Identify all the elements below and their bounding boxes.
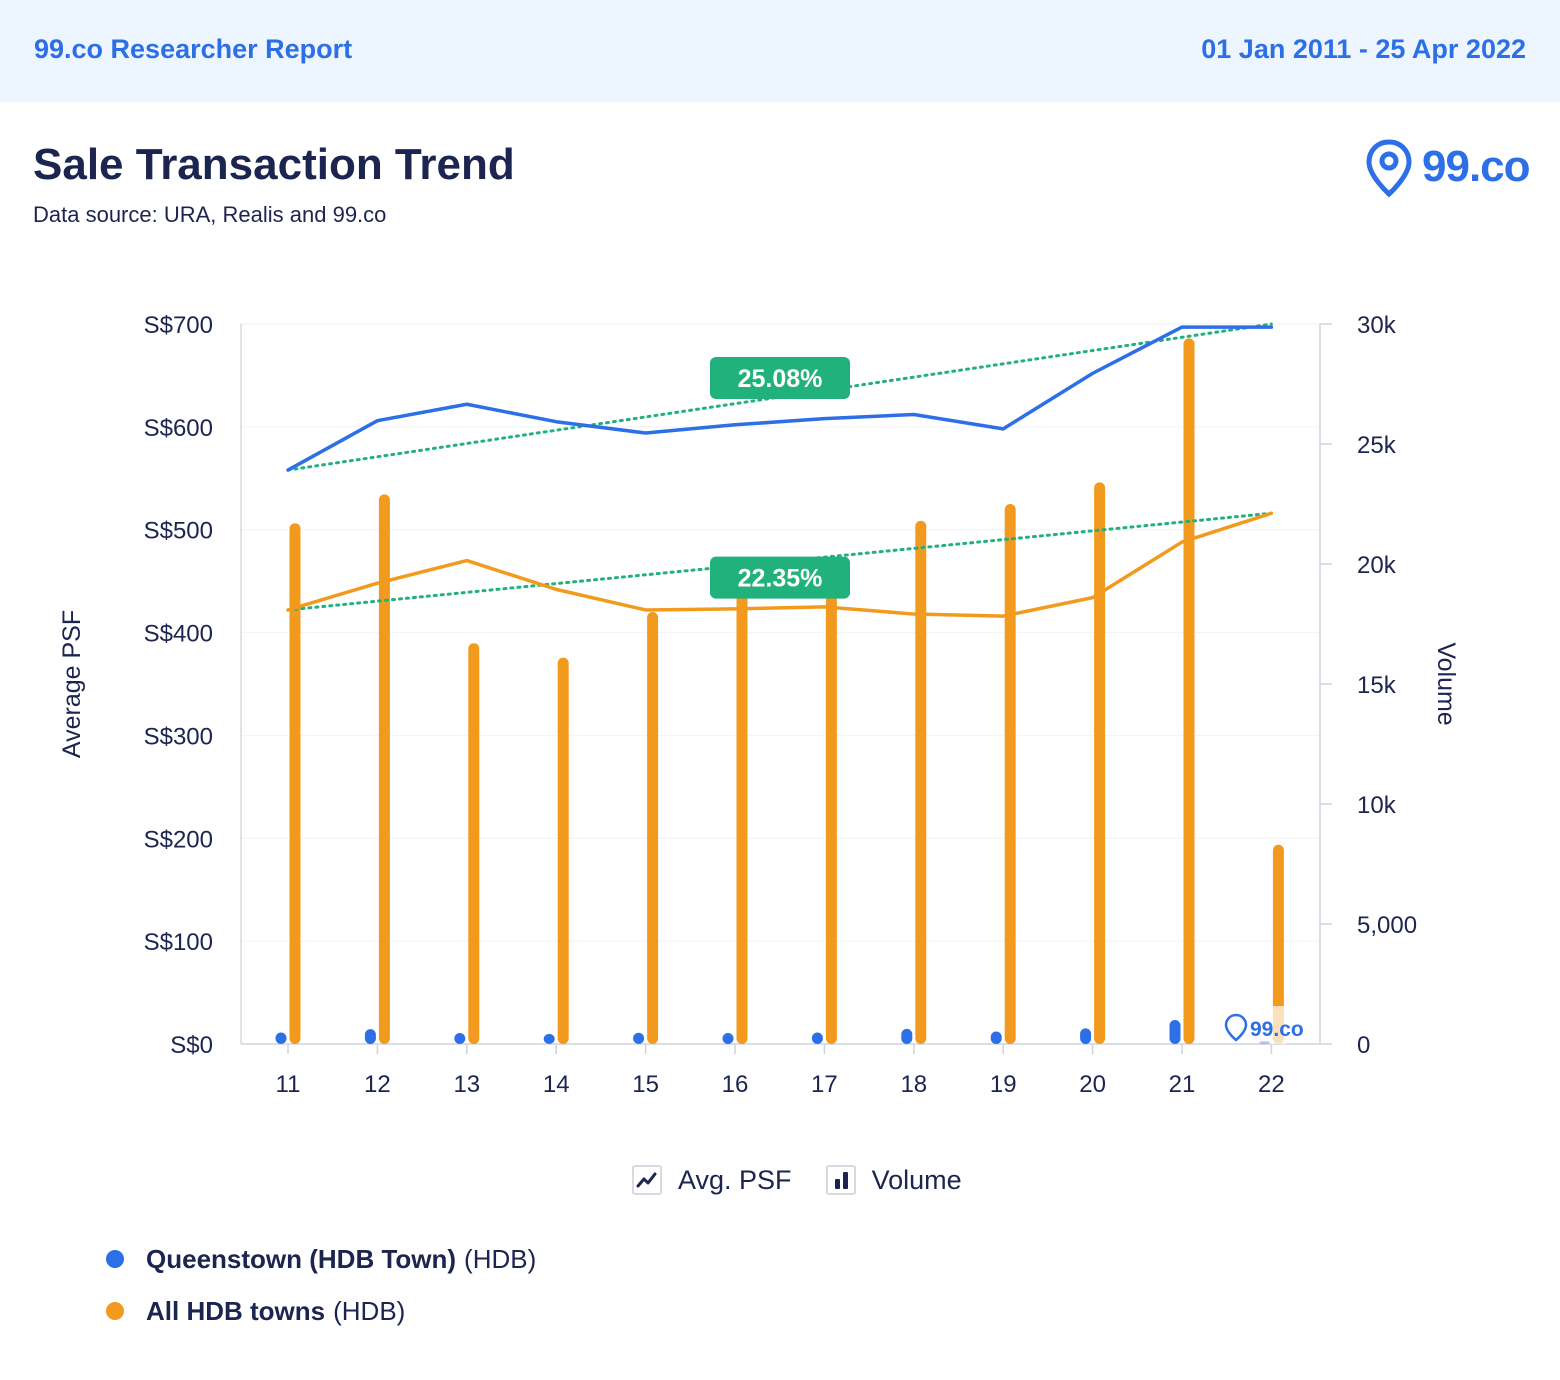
x-tick-label: 15 xyxy=(632,1071,659,1098)
right-tick-label: 10k xyxy=(1357,792,1397,819)
volume-bar xyxy=(901,1028,913,1044)
series-legend: Queenstown (HDB Town) (HDB) All HDB town… xyxy=(106,1240,536,1344)
watermark-text: 99.co xyxy=(1250,1018,1304,1041)
report-header: 99.co Researcher Report 01 Jan 2011 - 25… xyxy=(0,0,1560,102)
brand-logo: 99.co xyxy=(1364,138,1534,200)
right-tick-label: 5,000 xyxy=(1357,912,1417,939)
series-kind: (HDB) xyxy=(333,1295,406,1326)
series-legend-item-queenstown[interactable]: Queenstown (HDB Town) (HDB) xyxy=(106,1240,536,1278)
watermark-pin-icon xyxy=(1224,1013,1248,1042)
sale-trend-chart: S$0 S$100 S$200 S$300 S$400 S$500 S$600 S$700 0 5… xyxy=(58,312,1460,1098)
volume-bar xyxy=(722,1032,734,1044)
page-title: Sale Transaction Trend xyxy=(33,140,515,189)
report-brand: 99.co Researcher Report xyxy=(34,34,353,64)
volume-bar xyxy=(468,643,480,1044)
left-tick-label: S$500 xyxy=(144,518,213,545)
line-chart-icon xyxy=(632,1165,662,1195)
logo-text: 99.co xyxy=(1422,142,1531,191)
volume-bar xyxy=(1004,504,1016,1044)
series-kind: (HDB) xyxy=(464,1243,537,1274)
watermark-fade xyxy=(1270,1006,1286,1044)
x-tick-label: 19 xyxy=(990,1071,1017,1098)
x-tick-label: 21 xyxy=(1169,1071,1196,1098)
x-tick-label: 22 xyxy=(1258,1071,1285,1098)
right-tick-label: 25k xyxy=(1357,432,1397,459)
psf-line xyxy=(286,325,1274,472)
y-axis-title-left: Average PSF xyxy=(58,610,86,758)
trend-label-box xyxy=(710,556,850,599)
volume-bar xyxy=(364,1029,376,1044)
data-source-note: Data source: URA, Realis and 99.co xyxy=(33,202,387,227)
volume-bar xyxy=(915,520,927,1044)
volume-bar xyxy=(825,571,837,1044)
volume-bar xyxy=(1094,482,1106,1044)
legend-toggle-volume[interactable]: Volume xyxy=(825,1164,962,1196)
right-tick-label: 20k xyxy=(1357,552,1397,579)
x-tick-label: 12 xyxy=(364,1071,391,1098)
volume-bar xyxy=(736,578,748,1044)
volume-bar xyxy=(289,523,301,1044)
volume-bar xyxy=(647,612,659,1044)
y-axis-title-right: Volume xyxy=(1432,642,1460,725)
report-date-range: 01 Jan 2011 - 25 Apr 2022 xyxy=(1201,34,1526,64)
x-tick-label: 16 xyxy=(722,1071,749,1098)
volume-bar xyxy=(378,494,390,1044)
left-tick-label: S$600 xyxy=(144,415,213,442)
series-name: Queenstown (HDB Town) xyxy=(146,1243,457,1274)
series-color-dot xyxy=(106,1302,124,1320)
left-tick-label: S$300 xyxy=(144,723,213,750)
legend-label-avg-psf: Avg. PSF xyxy=(678,1164,792,1195)
volume-bar xyxy=(990,1031,1002,1044)
trend-label: 25.08% xyxy=(738,365,823,393)
left-tick-label: S$200 xyxy=(144,826,213,853)
legend-toggle-avg-psf[interactable]: Avg. PSF xyxy=(632,1165,792,1196)
x-tick-label: 14 xyxy=(543,1071,570,1098)
volume-bar xyxy=(1080,1028,1092,1044)
trend-label-box xyxy=(710,357,850,400)
x-tick-label: 17 xyxy=(811,1071,838,1098)
map-pin-icon xyxy=(1366,139,1412,198)
chart-type-legend: Avg. PSF Volume xyxy=(632,1160,996,1200)
x-tick-label: 18 xyxy=(900,1071,927,1098)
volume-bar xyxy=(454,1032,466,1044)
right-tick-label: 30k xyxy=(1357,312,1397,339)
legend-label-volume: Volume xyxy=(871,1164,962,1195)
left-tick-label: S$100 xyxy=(144,929,213,956)
volume-bar xyxy=(633,1032,645,1044)
right-tick-label: 15k xyxy=(1357,672,1397,699)
x-tick-label: 20 xyxy=(1079,1071,1106,1098)
volume-bar xyxy=(1183,338,1195,1044)
volume-bar xyxy=(543,1033,555,1044)
trend-label: 22.35% xyxy=(738,565,823,593)
volume-bar xyxy=(1258,1041,1270,1044)
series-color-dot xyxy=(106,1250,124,1268)
volume-bar xyxy=(1169,1020,1181,1044)
psf-line xyxy=(286,511,1274,618)
bar-chart-icon xyxy=(825,1165,856,1195)
right-tick-label: 0 xyxy=(1357,1032,1370,1059)
volume-bar xyxy=(811,1032,823,1044)
volume-bar xyxy=(275,1032,287,1044)
left-tick-label: S$700 xyxy=(144,312,213,339)
x-tick-label: 13 xyxy=(453,1071,480,1098)
left-tick-label: S$0 xyxy=(170,1032,213,1059)
series-name: All HDB towns xyxy=(146,1295,326,1326)
volume-bar xyxy=(557,657,569,1044)
volume-bar xyxy=(1272,844,1284,1044)
left-tick-label: S$400 xyxy=(144,621,213,648)
series-legend-item-all-hdb[interactable]: All HDB towns (HDB) xyxy=(106,1292,536,1330)
x-tick-label: 11 xyxy=(276,1071,301,1098)
